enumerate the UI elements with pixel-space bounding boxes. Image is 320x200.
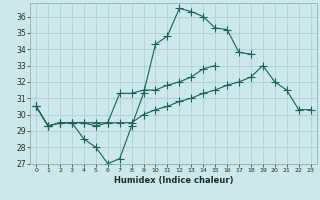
X-axis label: Humidex (Indice chaleur): Humidex (Indice chaleur) <box>114 176 233 185</box>
